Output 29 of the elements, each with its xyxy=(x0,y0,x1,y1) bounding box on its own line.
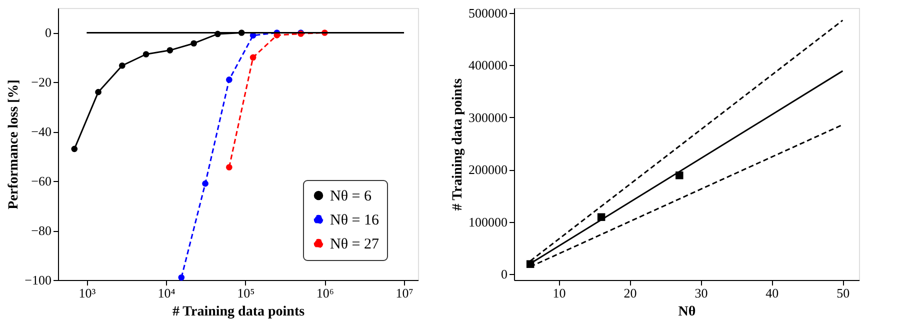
x-tick-label: 30 xyxy=(694,286,708,300)
x-tick-label: 10 xyxy=(552,286,566,300)
legend-label: Nθ = 6 xyxy=(330,188,372,204)
y-axis-title: Performance loss [%] xyxy=(6,80,22,210)
y-tick-label: −80 xyxy=(31,223,52,238)
y-tick-label: 200000 xyxy=(468,162,508,178)
y-tick-label: 300000 xyxy=(468,110,508,125)
legend-label: Nθ = 27 xyxy=(330,236,380,252)
y-tick-label: −100 xyxy=(24,272,52,288)
x-tick-label: 50 xyxy=(836,286,850,300)
y-tick-label: −20 xyxy=(31,74,52,90)
x-tick-label: 20 xyxy=(624,286,637,300)
y-tick-label: 0 xyxy=(501,266,508,282)
x-axis-title: Nθ xyxy=(678,304,696,320)
y-tick-label: 100000 xyxy=(468,214,508,230)
x-tick-label: 10⁷ xyxy=(396,286,414,300)
y-axis-title: # Training data points xyxy=(450,78,466,211)
y-tick-label: −40 xyxy=(31,124,52,140)
y-tick-label: −60 xyxy=(31,174,52,189)
y-tick-label: 500000 xyxy=(468,6,508,21)
x-tick-label: 10³ xyxy=(78,286,96,300)
y-tick-label: 0 xyxy=(45,25,52,40)
legend-label: Nθ = 16 xyxy=(330,212,380,228)
x-tick-label: 10⁴ xyxy=(158,286,176,300)
x-axis-title: # Training data points xyxy=(172,304,306,320)
x-tick-label: 10⁵ xyxy=(237,286,255,300)
x-tick-label: 10⁶ xyxy=(316,286,334,300)
y-tick-label: 400000 xyxy=(468,58,508,73)
x-tick-label: 40 xyxy=(766,286,779,300)
